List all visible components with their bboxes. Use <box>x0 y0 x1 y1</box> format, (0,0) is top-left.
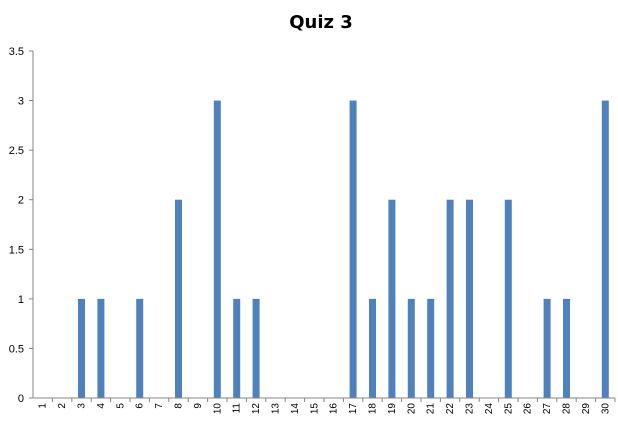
x-tick-label: 18 <box>368 403 379 415</box>
x-tick-label: 11 <box>232 403 243 414</box>
x-tick-label: 17 <box>348 403 359 415</box>
bar <box>407 298 415 398</box>
bar <box>252 298 260 398</box>
y-tick-label: 3 <box>18 96 24 108</box>
x-tick-label: 21 <box>426 403 437 415</box>
x-tick-label: 4 <box>96 403 107 409</box>
y-tick-label: 0.5 <box>9 343 24 355</box>
x-tick-label: 8 <box>174 403 185 409</box>
x-tick-label: 19 <box>387 403 398 415</box>
x-tick-label: 7 <box>154 403 165 409</box>
bars <box>78 100 609 399</box>
x-tick-label: 6 <box>135 403 146 409</box>
x-tick-label: 14 <box>290 403 301 415</box>
bar <box>446 199 454 398</box>
x-axis: 1 2 3 4 5 6 7 8 9 10 11 12 13 14 15 16 17 18 19 20 21 22 23 24 2… <box>33 397 616 415</box>
x-tick-label: 5 <box>115 403 126 409</box>
y-tick-label: 1.5 <box>9 244 24 256</box>
bar <box>601 100 609 399</box>
y-tick-label: 2.5 <box>9 145 24 157</box>
y-tick-label: 2 <box>18 195 24 207</box>
x-tick-label: 2 <box>57 403 68 409</box>
x-tick-label: 3 <box>77 403 88 409</box>
x-tick-label: 29 <box>581 403 592 415</box>
x-tick-label: 1 <box>38 403 49 409</box>
x-tick-label: 26 <box>523 403 534 415</box>
x-tick-label: 10 <box>212 403 223 415</box>
bar <box>504 199 512 398</box>
x-tick-label: 25 <box>503 403 514 415</box>
y-tick-label: 3.5 <box>9 46 24 58</box>
bar <box>97 298 105 398</box>
x-tick-label: 16 <box>329 403 340 415</box>
chart-title: Quiz 3 <box>289 12 353 33</box>
bar <box>78 298 85 398</box>
x-tick-label: 15 <box>309 403 320 415</box>
x-tick-label: 9 <box>193 403 204 409</box>
x-tick-label: 27 <box>542 403 553 415</box>
bar <box>136 298 144 398</box>
bar <box>233 298 241 398</box>
x-tick-label: 28 <box>562 403 573 415</box>
x-tick-label: 13 <box>271 403 282 415</box>
bar <box>369 298 376 398</box>
bar <box>563 298 570 398</box>
y-axis: 0 0.5 1 1.5 2 2.5 3 3.5 <box>9 46 34 405</box>
x-tick-label: 30 <box>600 403 611 415</box>
x-tick-label: 12 <box>251 403 262 415</box>
bar <box>349 100 357 399</box>
bar <box>175 199 182 398</box>
bar <box>543 298 551 398</box>
x-tick-label: 20 <box>406 403 417 415</box>
x-tick-label: 22 <box>445 403 456 415</box>
x-tick-label: 24 <box>484 403 495 415</box>
bar <box>466 199 473 398</box>
bar <box>213 100 221 399</box>
x-tick-label: 23 <box>465 403 476 415</box>
y-tick-label: 1 <box>18 294 24 306</box>
bar <box>388 199 396 398</box>
bar <box>427 298 435 398</box>
y-tick-label: 0 <box>18 393 24 405</box>
